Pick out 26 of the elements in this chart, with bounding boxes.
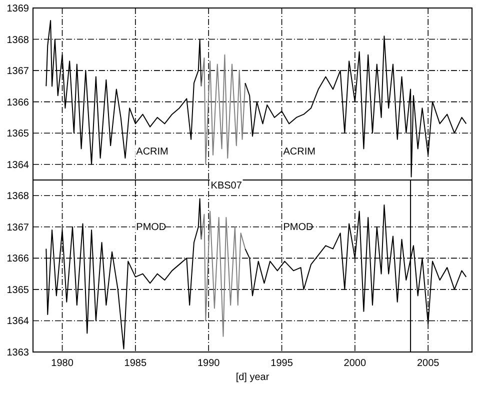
annotation: PMOD <box>283 222 314 233</box>
y-tick-label: 1368 <box>6 34 30 46</box>
y-tick-label: 1363 <box>6 348 30 358</box>
annotation: KBS07 <box>210 180 242 192</box>
x-tick-label: 1985 <box>124 358 147 369</box>
x-axis-title: [d] year <box>236 372 270 383</box>
x-tick-label: 1990 <box>197 358 220 369</box>
y-tick-label: 1365 <box>6 128 30 140</box>
x-tick-label: 1995 <box>270 358 294 369</box>
y-tick-label: 1365 <box>6 284 30 296</box>
x-tick-label: 2000 <box>344 358 366 369</box>
y-tick-label: 1364 <box>6 316 30 328</box>
y-tick-label: 1366 <box>6 254 30 265</box>
line-series <box>200 54 246 165</box>
y-tick-label: 1368 <box>6 191 30 202</box>
y-tick-label: 1364 <box>6 160 30 171</box>
y-tick-label: 1367 <box>6 222 30 234</box>
y-tick-label: 1367 <box>6 66 30 78</box>
x-tick-label: 1980 <box>51 358 74 369</box>
line-series <box>200 210 246 337</box>
y-tick-label: 1369 <box>6 4 30 14</box>
x-tick-label: 2005 <box>416 358 440 369</box>
annotation: ACRIM <box>283 146 316 158</box>
annotation: ACRIM <box>136 146 168 158</box>
annotation: PMOD <box>136 222 166 233</box>
y-tick-label: 1366 <box>6 97 30 108</box>
